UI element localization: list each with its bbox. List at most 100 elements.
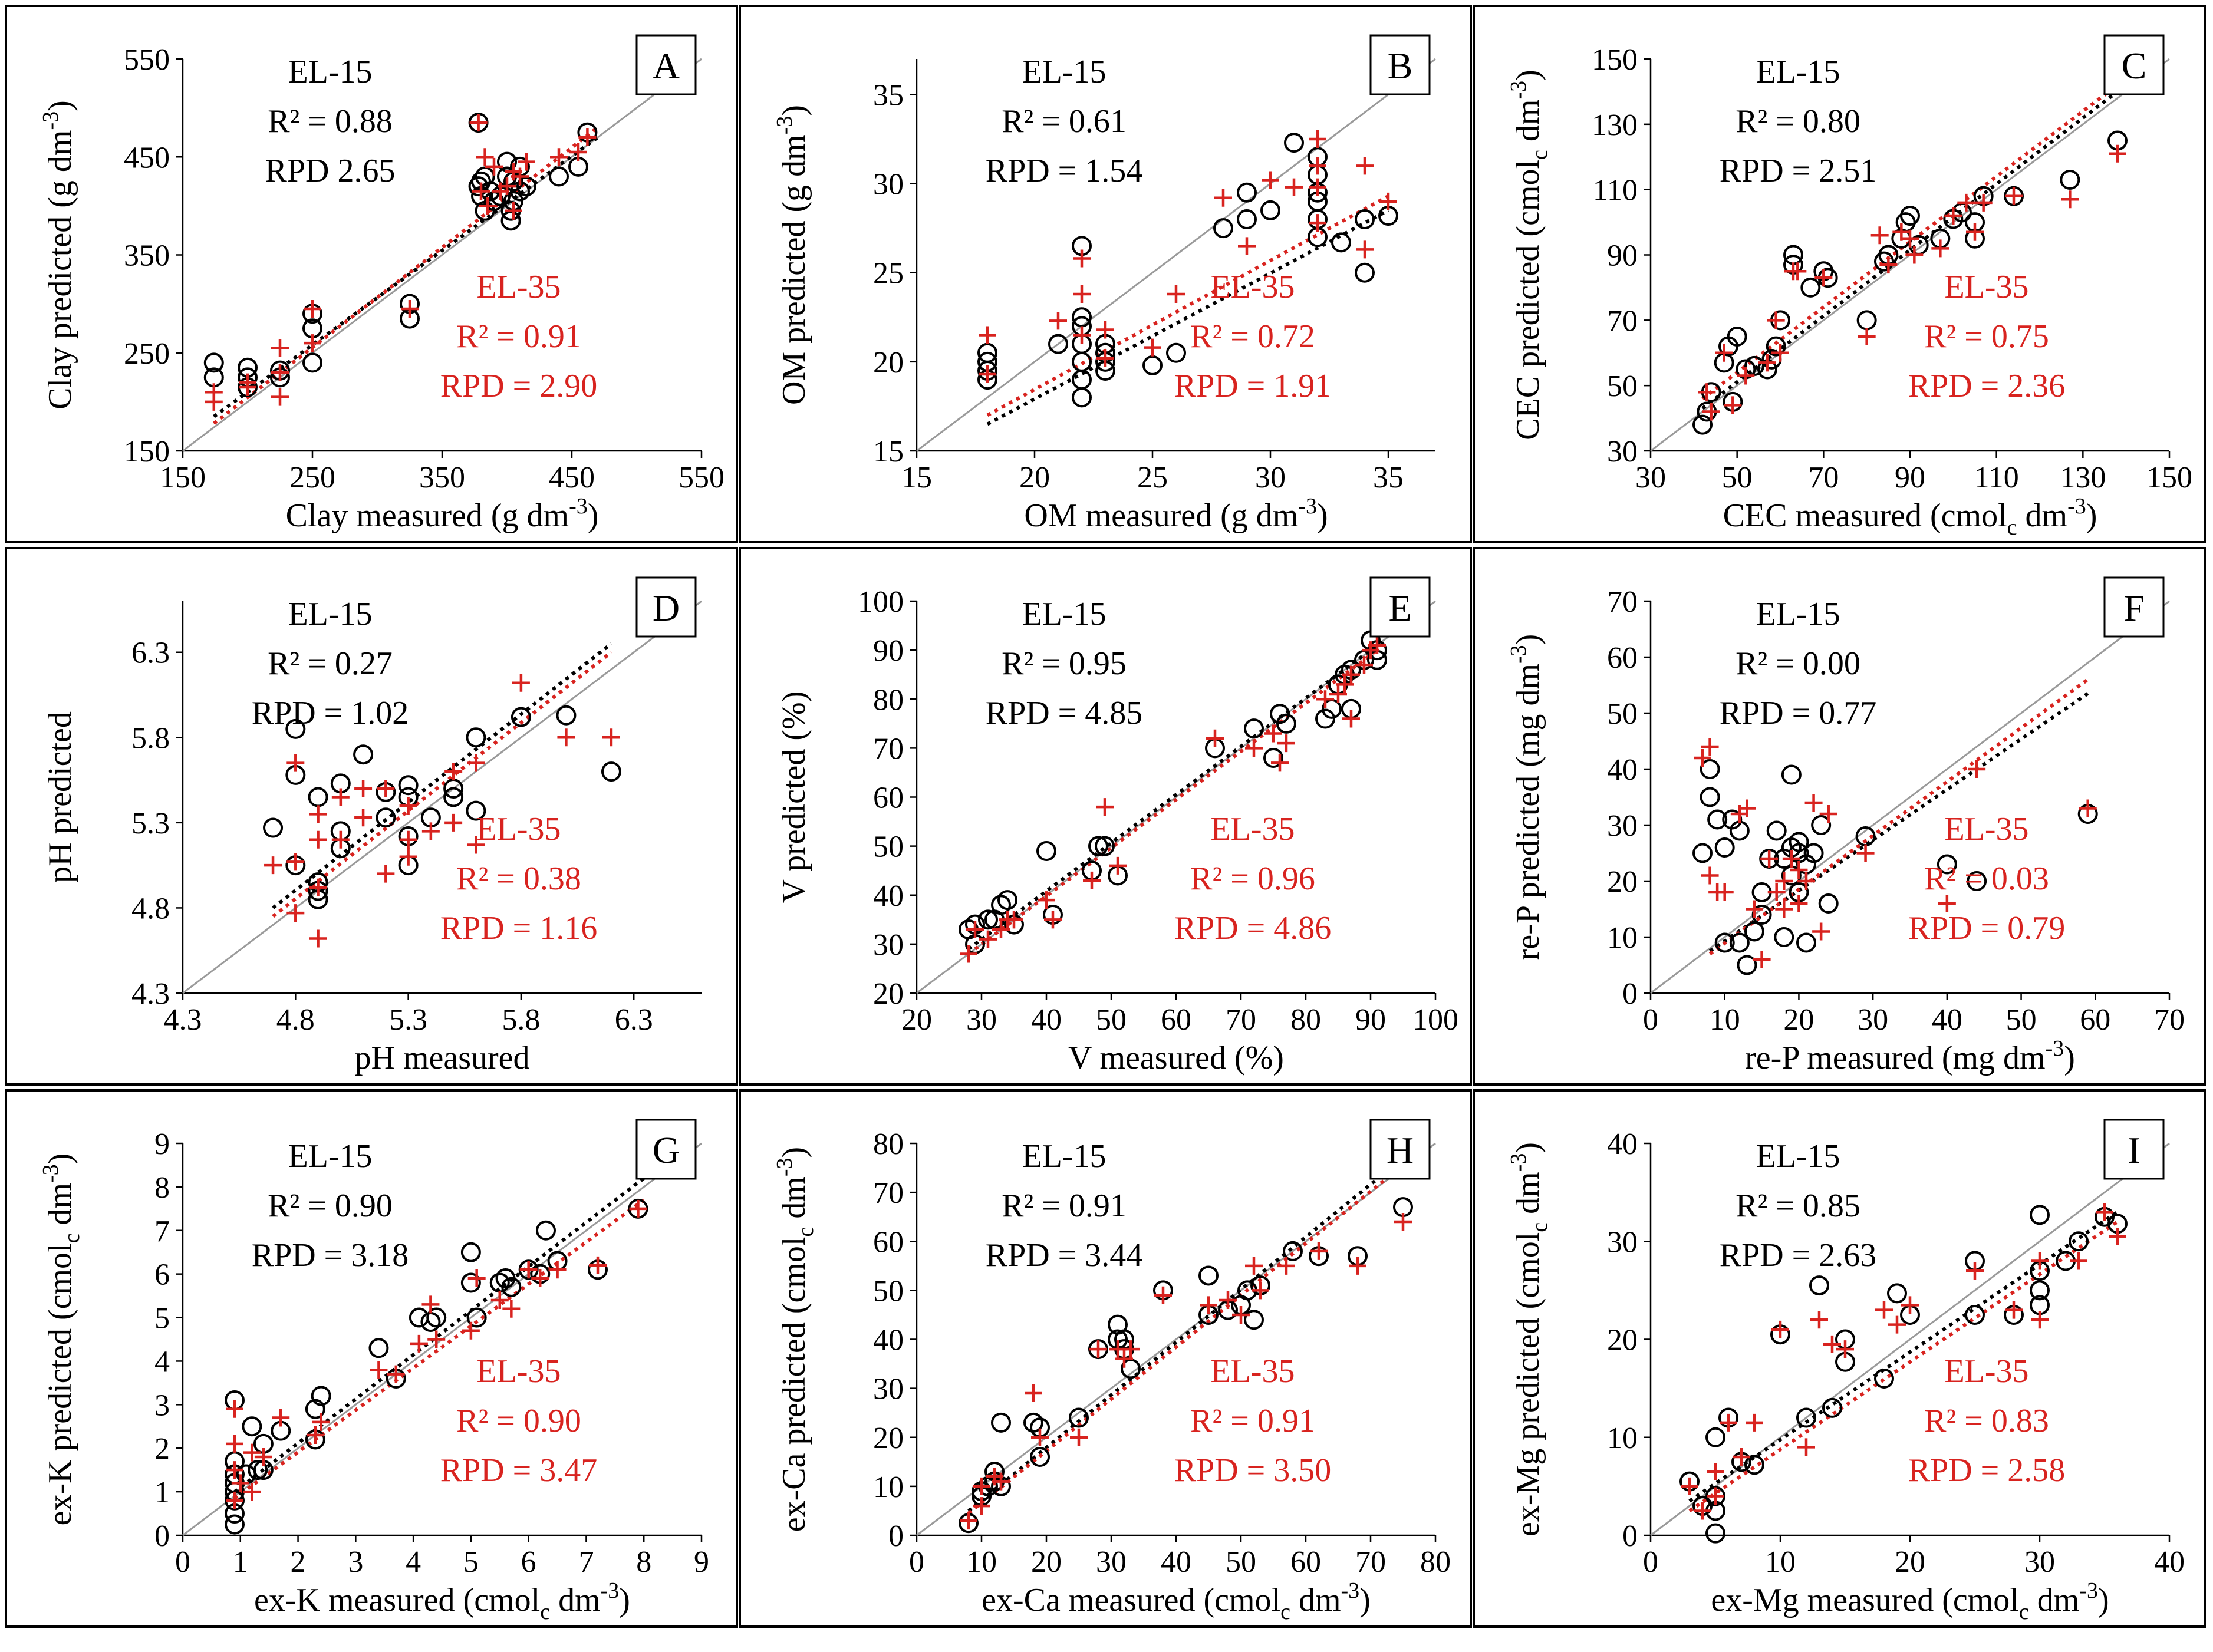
data-point-el35 <box>1025 1384 1042 1402</box>
y-tick-label: 70 <box>873 1176 904 1210</box>
x-tick-label: 7 <box>578 1545 594 1579</box>
panel-frame <box>5 547 738 1086</box>
data-point-el35 <box>1944 207 1962 225</box>
data-point-el35 <box>399 796 417 815</box>
data-point-el35 <box>966 920 984 938</box>
y-tick-label: 70 <box>873 732 904 766</box>
label-part: dm <box>42 1183 78 1234</box>
data-point-el15 <box>1800 277 1821 298</box>
data-point-el35 <box>1737 367 1755 385</box>
label-part: dm <box>2017 497 2068 534</box>
stats-el15-line: EL-15 <box>288 596 372 632</box>
stats-el35-line: EL-35 <box>1210 811 1295 848</box>
data-point-el15 <box>1937 854 1957 875</box>
data-point-el35 <box>1356 240 1374 259</box>
trend-line-el35 <box>233 1198 645 1500</box>
stats-el15-line: R² = 0.95 <box>1002 645 1127 682</box>
data-point-el35 <box>2070 1252 2087 1270</box>
stats-el15-line: EL-15 <box>1756 596 1840 632</box>
data-point-el15 <box>1965 1304 1985 1325</box>
data-point-el35 <box>1309 130 1326 149</box>
stats-el15-line: RPD 2.65 <box>265 153 396 189</box>
stats-el15-line: R² = 0.88 <box>268 103 393 140</box>
one-to-one-line <box>182 58 702 452</box>
data-point-el35 <box>1089 1340 1107 1358</box>
data-point-el15 <box>1276 713 1296 734</box>
data-point-el35 <box>973 1477 990 1495</box>
label-part: c <box>793 1227 818 1237</box>
label-part: c <box>2007 515 2017 540</box>
panel-letter-box <box>1369 34 1431 95</box>
label-part: dm <box>550 1582 601 1618</box>
data-point-el35 <box>467 754 485 772</box>
data-point-el35 <box>960 1512 977 1530</box>
stats-el15-line: RPD = 1.02 <box>252 695 409 731</box>
y-tick-label: 1 <box>154 1476 170 1509</box>
x-tick-label: 80 <box>1420 1545 1451 1579</box>
data-point-el35 <box>387 1365 405 1383</box>
data-point-el35 <box>1356 157 1374 175</box>
stats-el35-line: RPD = 1.16 <box>440 910 598 947</box>
y-axis-title: re-P predicted (mg dm-3) <box>1506 634 1546 961</box>
label-part: -3 <box>2067 494 2086 519</box>
stats-el35-line: EL-35 <box>476 269 561 305</box>
data-point-el15 <box>1744 921 1764 942</box>
data-point-el35 <box>467 836 485 854</box>
data-point-el35 <box>469 114 488 132</box>
data-point-el15 <box>1856 310 1877 331</box>
panel-h: 0 10 20 30 40 50 60 70 80 0 10 20 30 40 50 60 70 80 ex-Ca … <box>739 1089 1472 1628</box>
data-point-el35 <box>312 1413 330 1431</box>
data-point-el35 <box>531 1269 549 1288</box>
stats-el15-line: R² = 0.27 <box>268 645 393 682</box>
stats-el15-line: RPD = 2.63 <box>1720 1237 1877 1274</box>
data-point-el35 <box>1109 856 1127 875</box>
stats-el35-line: R² = 0.90 <box>456 1403 581 1439</box>
y-tick-label: 50 <box>1607 697 1638 731</box>
label-part: c <box>1527 1222 1552 1232</box>
data-point-el35 <box>1753 951 1771 968</box>
stats-el35-line: R² = 0.72 <box>1190 318 1315 355</box>
data-point-el35 <box>271 339 289 357</box>
data-point-el35 <box>1698 383 1716 401</box>
x-tick-label: 30 <box>1096 1545 1127 1579</box>
x-tick-label: 350 <box>419 461 465 494</box>
x-tick-label: 1 <box>233 1545 248 1579</box>
y-tick-label: 9 <box>154 1127 170 1161</box>
data-point-el35 <box>444 813 463 832</box>
y-axis-title: ex-Ca predicted (cmolc dm-3) <box>772 1147 818 1532</box>
data-point-el15 <box>1705 1427 1725 1447</box>
data-point-el35 <box>1715 883 1734 901</box>
data-point-el15 <box>2060 170 2080 190</box>
y-tick-label: 6 <box>154 1258 170 1292</box>
stats-el35-line: RPD = 2.90 <box>440 368 598 404</box>
data-point-el35 <box>1206 729 1224 747</box>
y-axis-title: V predicted (%) <box>776 691 812 904</box>
y-tick-label: 20 <box>873 977 904 1011</box>
data-point-el35 <box>569 143 587 161</box>
data-point-el35 <box>309 929 327 948</box>
x-tick-label: 250 <box>289 461 335 494</box>
x-tick-label: 9 <box>694 1545 709 1579</box>
data-point-el35 <box>979 930 997 948</box>
x-axis-title: ex-Ca measured (cmolc dm-3) <box>982 1578 1371 1624</box>
label-part: c <box>2019 1600 2029 1624</box>
data-point-el35 <box>498 177 516 196</box>
panel-letter: H <box>1387 1129 1414 1171</box>
data-point-el35 <box>2031 1252 2049 1270</box>
label-part: -3 <box>1341 1578 1360 1603</box>
data-point-el15 <box>466 800 486 821</box>
data-point-el35 <box>1336 675 1354 694</box>
y-tick-label: 20 <box>873 1422 904 1455</box>
trend-line-el15 <box>967 1156 1404 1512</box>
data-point-el35 <box>1394 1213 1412 1231</box>
data-point-el35 <box>1836 1340 1854 1358</box>
data-point-el15 <box>1692 414 1713 435</box>
panel-letter-box <box>1369 576 1431 638</box>
label-part: Clay predicted (g dm <box>42 130 78 410</box>
data-point-el15 <box>248 1460 268 1480</box>
data-point-el35 <box>1044 911 1062 929</box>
y-tick-label: 7 <box>154 1215 170 1248</box>
data-point-el35 <box>1771 344 1789 362</box>
data-point-el15 <box>308 787 328 807</box>
